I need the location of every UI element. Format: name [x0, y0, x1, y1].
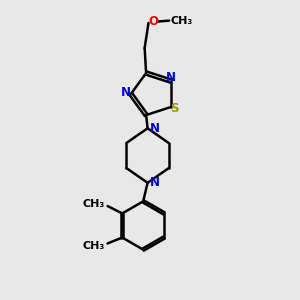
Text: CH₃: CH₃ — [170, 16, 193, 26]
Text: N: N — [121, 86, 130, 99]
Text: N: N — [150, 176, 160, 189]
Text: CH₃: CH₃ — [82, 241, 105, 251]
Text: O: O — [149, 15, 159, 28]
Text: CH₃: CH₃ — [82, 199, 105, 209]
Text: N: N — [166, 71, 176, 84]
Text: S: S — [170, 102, 178, 115]
Text: N: N — [150, 122, 160, 135]
